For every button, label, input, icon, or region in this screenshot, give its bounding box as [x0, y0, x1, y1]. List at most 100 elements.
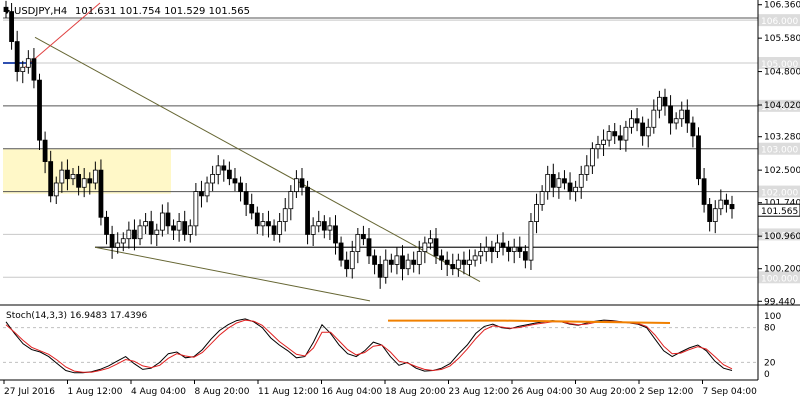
candle-body	[573, 186, 579, 192]
candle-body	[148, 221, 154, 235]
candle-body	[310, 225, 316, 235]
price-tick-label: 105.580	[764, 34, 800, 44]
candle-body	[143, 221, 149, 227]
level-tag	[758, 228, 800, 241]
candle-body	[221, 165, 227, 171]
candle-body	[623, 126, 629, 141]
candle-body	[539, 191, 545, 205]
level-tag	[758, 99, 800, 112]
candle-body	[59, 169, 65, 184]
candle-body	[159, 212, 165, 231]
candle-body	[467, 259, 472, 265]
candle-body	[601, 139, 606, 145]
candle-body	[327, 225, 333, 231]
candle-body	[673, 118, 679, 124]
candle-body	[428, 238, 433, 244]
symbol-label: USDJPY,H4	[14, 6, 67, 17]
time-tick-label: 7 Sep 04:00	[703, 387, 758, 397]
candle-body	[517, 246, 523, 252]
candle-body	[98, 169, 104, 218]
stoch-label: Stoch(14,3,3) 16.9483 17.4396	[6, 311, 147, 321]
candle-body	[333, 225, 338, 244]
candle-body	[238, 182, 243, 192]
candle-body	[651, 109, 657, 128]
candle-body	[606, 131, 612, 141]
candle-body	[243, 191, 249, 205]
time-tick-label: 11 Aug 12:00	[258, 387, 319, 397]
candle-body	[668, 105, 673, 124]
price-tick-label: 103.280	[764, 133, 800, 143]
candle-body	[718, 199, 724, 210]
candle-body	[461, 259, 467, 265]
candle-body	[617, 135, 623, 141]
candle-body	[288, 191, 294, 210]
time-tick-label: 4 Aug 04:00	[131, 387, 186, 397]
candle-body	[645, 126, 651, 137]
stoch-tick-label: 0	[764, 370, 770, 380]
collapse-triangle-icon[interactable]	[4, 10, 10, 14]
stoch-tick-label: 100	[764, 312, 781, 322]
lower-trendline	[94, 246, 371, 302]
candle-body	[42, 139, 48, 162]
candle-body	[9, 11, 14, 42]
level-tag	[758, 271, 800, 284]
candle-body	[472, 255, 478, 261]
candle-body	[433, 238, 439, 257]
candle-body	[489, 246, 495, 252]
candle-body	[629, 118, 634, 128]
candle-body	[210, 174, 216, 184]
candle-body	[199, 191, 204, 197]
level-tag	[758, 185, 800, 198]
candle-body	[612, 131, 618, 137]
candle-body	[132, 229, 137, 240]
candle-body	[305, 186, 310, 235]
price-tick-label: 102.500	[764, 166, 800, 176]
candle-body	[193, 191, 199, 227]
candle-body	[53, 182, 59, 197]
candle-body	[81, 178, 87, 188]
candle-body	[204, 182, 210, 197]
candle-body	[455, 259, 461, 270]
time-tick-label: 26 Aug 04:00	[512, 387, 573, 397]
candle-body	[595, 144, 601, 150]
time-tick-label: 1 Aug 12:00	[68, 387, 123, 397]
current-price-tag	[757, 203, 800, 217]
candle-body	[215, 165, 221, 175]
time-tick-label: 16 Aug 04:00	[322, 387, 383, 397]
candle-body	[478, 251, 484, 257]
candle-body	[31, 58, 37, 81]
candle-body	[383, 259, 389, 278]
highlight-zone	[3, 148, 171, 194]
price-tick-label: 104.800	[764, 68, 800, 78]
candle-body	[444, 259, 450, 265]
candle-body	[545, 174, 551, 192]
level-tag-label: 101.000	[761, 231, 798, 241]
candle-body	[495, 242, 500, 252]
candle-body	[634, 118, 640, 124]
time-tick-label: 2 Sep 12:00	[639, 387, 694, 397]
level-tag-label: 106.000	[761, 17, 798, 27]
stochastic-panel	[3, 318, 758, 374]
candle-body	[528, 221, 534, 261]
candle-body	[338, 242, 344, 261]
ohlc-label: 101.631 101.754 101.529 101.565	[75, 6, 250, 17]
candle-body	[109, 234, 115, 248]
candle-body	[37, 79, 42, 141]
stoch-tick-label: 80	[764, 324, 776, 334]
candle-body	[400, 255, 405, 270]
candle-body	[182, 221, 188, 235]
candle-body	[171, 225, 176, 231]
candle-body	[282, 208, 288, 222]
candle-body	[154, 229, 160, 235]
candle-body	[277, 221, 283, 235]
candle-body	[500, 242, 506, 248]
candle-body	[271, 225, 277, 235]
candle-body	[416, 251, 422, 265]
candle-body	[25, 58, 31, 68]
candle-body	[662, 96, 668, 107]
red-trendline	[24, 2, 101, 68]
orange-divergence-line-b	[504, 319, 671, 324]
candle-body	[260, 221, 266, 227]
candle-body	[87, 178, 93, 184]
